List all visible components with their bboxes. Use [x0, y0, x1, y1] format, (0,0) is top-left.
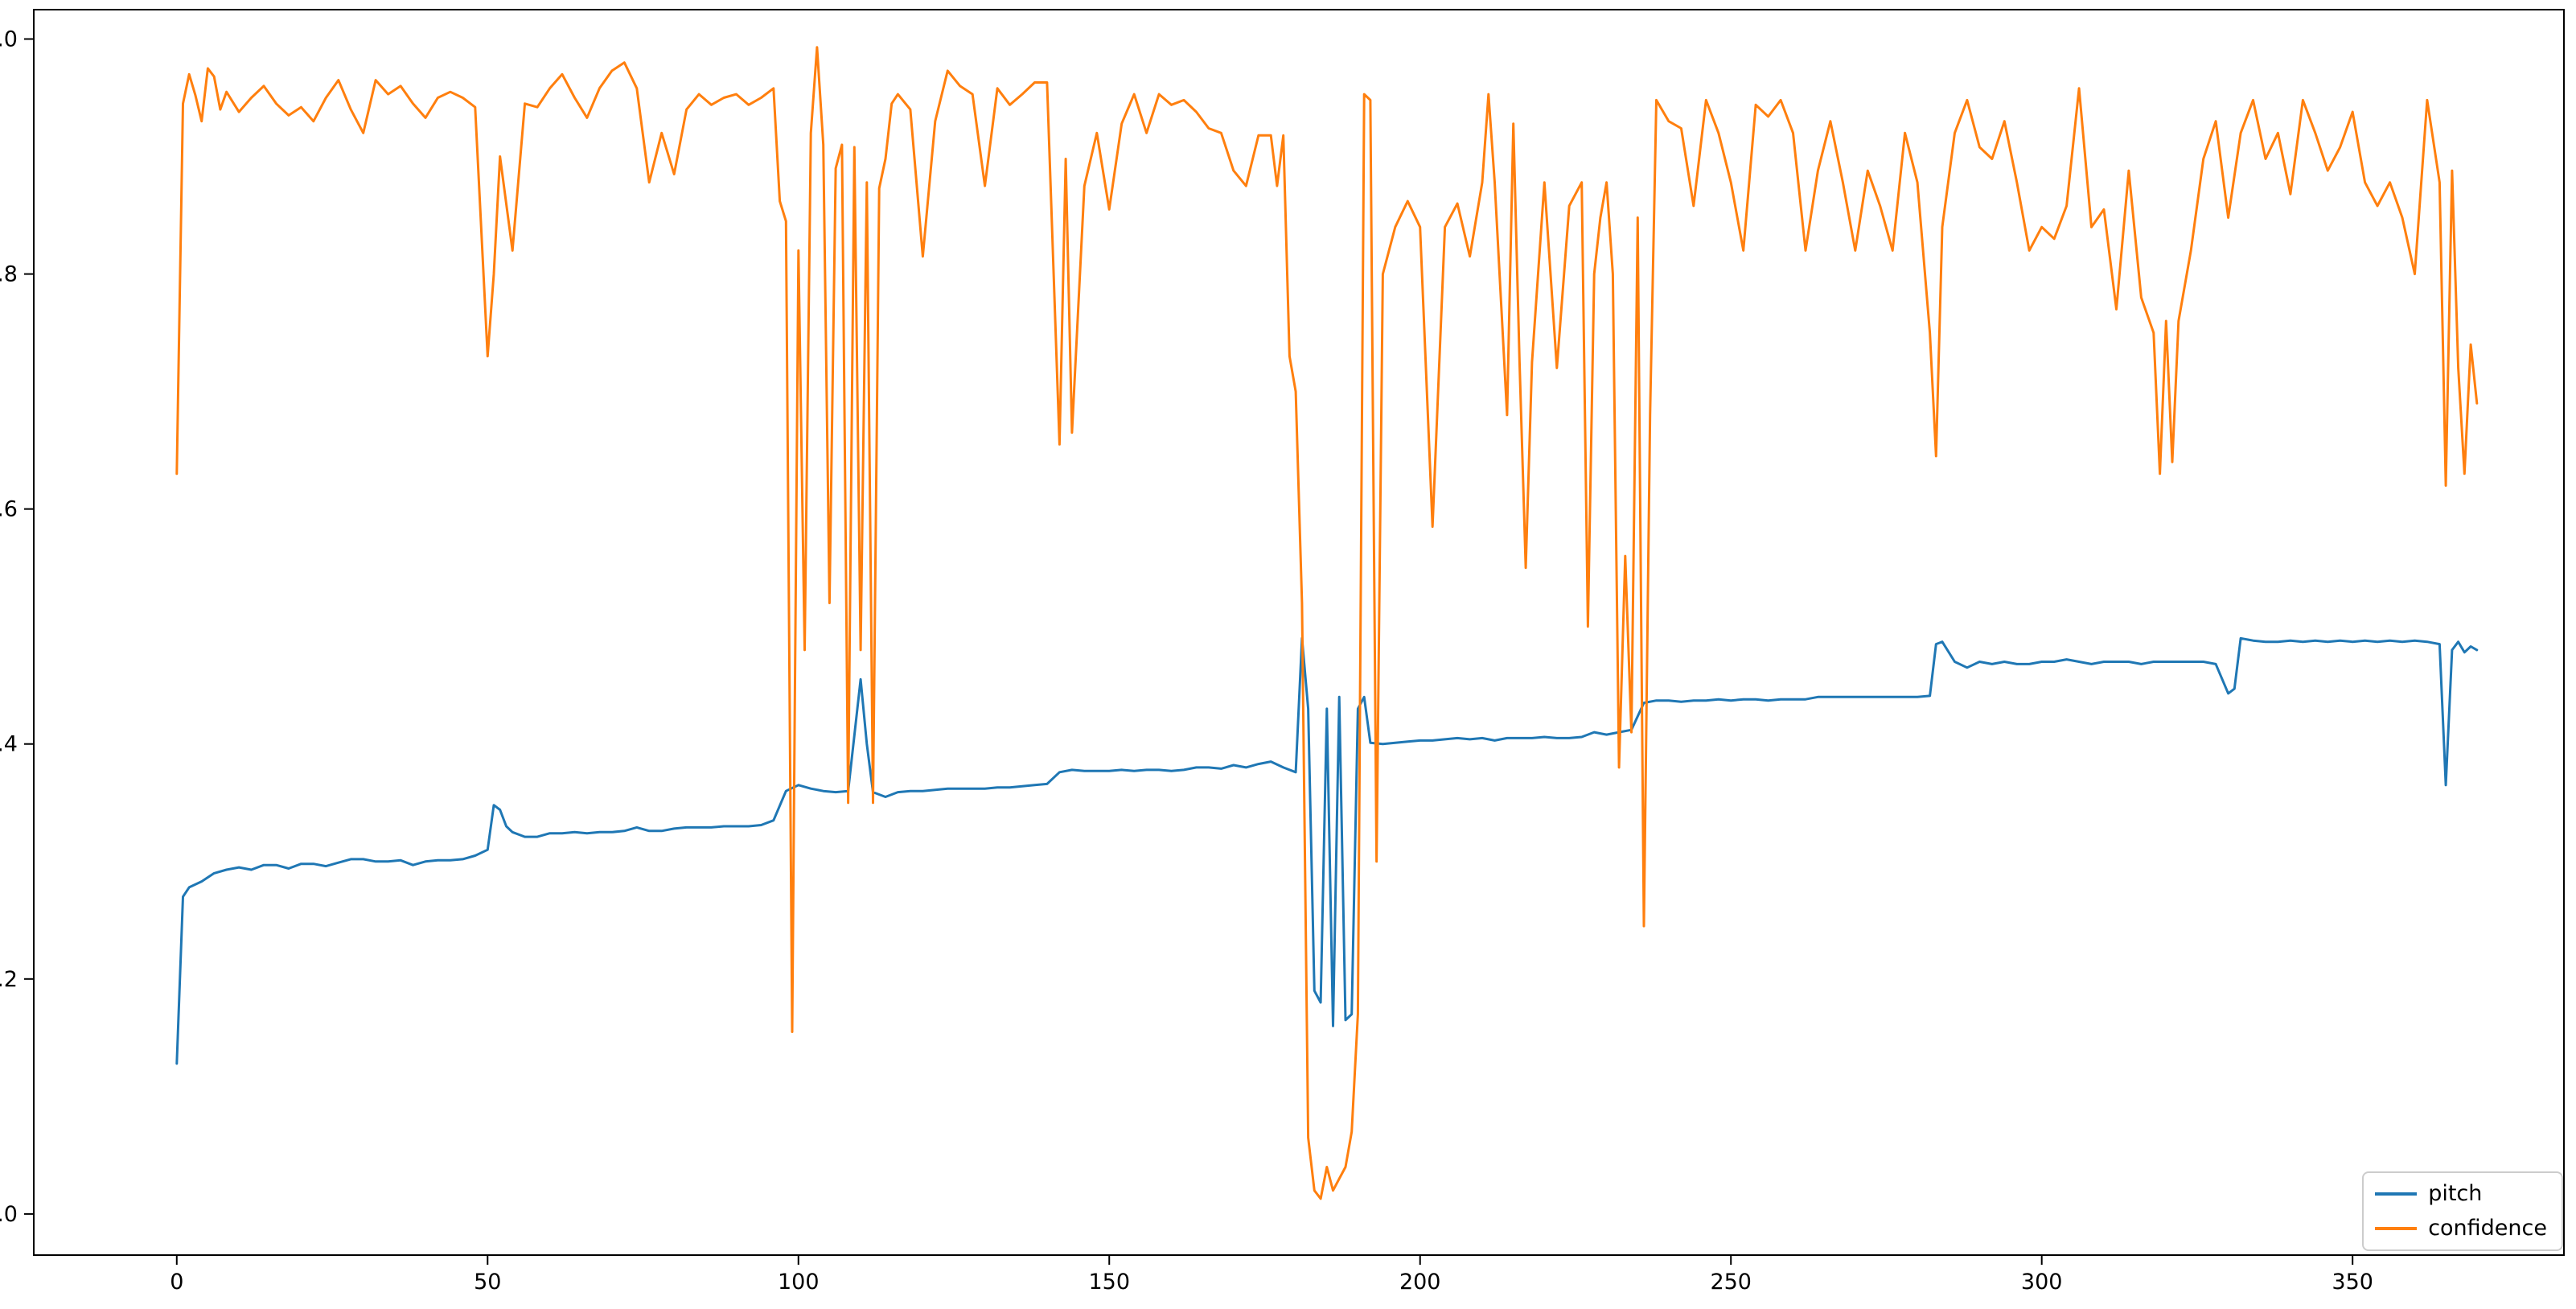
- confidence-line: [175, 46, 2479, 1200]
- legend-label-pitch: pitch: [2428, 1181, 2483, 1207]
- legend: pitch confidence: [2362, 1171, 2563, 1251]
- y-tick-label: 1.0: [0, 27, 18, 52]
- x-axis: 0 50 100 150 200 250 300 350: [170, 1255, 2373, 1295]
- confidence-line-sample: [2375, 1226, 2418, 1230]
- x-tick-label: 50: [474, 1270, 501, 1295]
- y-tick-label: 0.6: [0, 497, 18, 522]
- legend-label-confidence: confidence: [2428, 1215, 2547, 1241]
- pitch-line-sample: [2375, 1192, 2418, 1196]
- x-tick-label: 0: [170, 1270, 183, 1295]
- y-axis: 0.0 0.2 0.4 0.6 0.8 1.0: [0, 27, 34, 1227]
- x-tick-label: 100: [778, 1270, 820, 1295]
- x-tick-label: 250: [1710, 1270, 1752, 1295]
- y-tick-label: 0.4: [0, 732, 18, 757]
- x-tick-label: 150: [1088, 1270, 1130, 1295]
- x-tick-label: 200: [1399, 1270, 1441, 1295]
- plot-area-border: [33, 9, 2565, 1256]
- pitch-line: [175, 636, 2479, 1065]
- x-tick-label: 300: [2021, 1270, 2063, 1295]
- x-tick-label: 350: [2332, 1270, 2373, 1295]
- legend-entry-confidence: confidence: [2375, 1216, 2547, 1241]
- y-tick-label: 0.8: [0, 262, 18, 287]
- y-tick-label: 0.0: [0, 1202, 18, 1227]
- y-tick-label: 0.2: [0, 967, 18, 992]
- legend-entry-pitch: pitch: [2375, 1181, 2547, 1207]
